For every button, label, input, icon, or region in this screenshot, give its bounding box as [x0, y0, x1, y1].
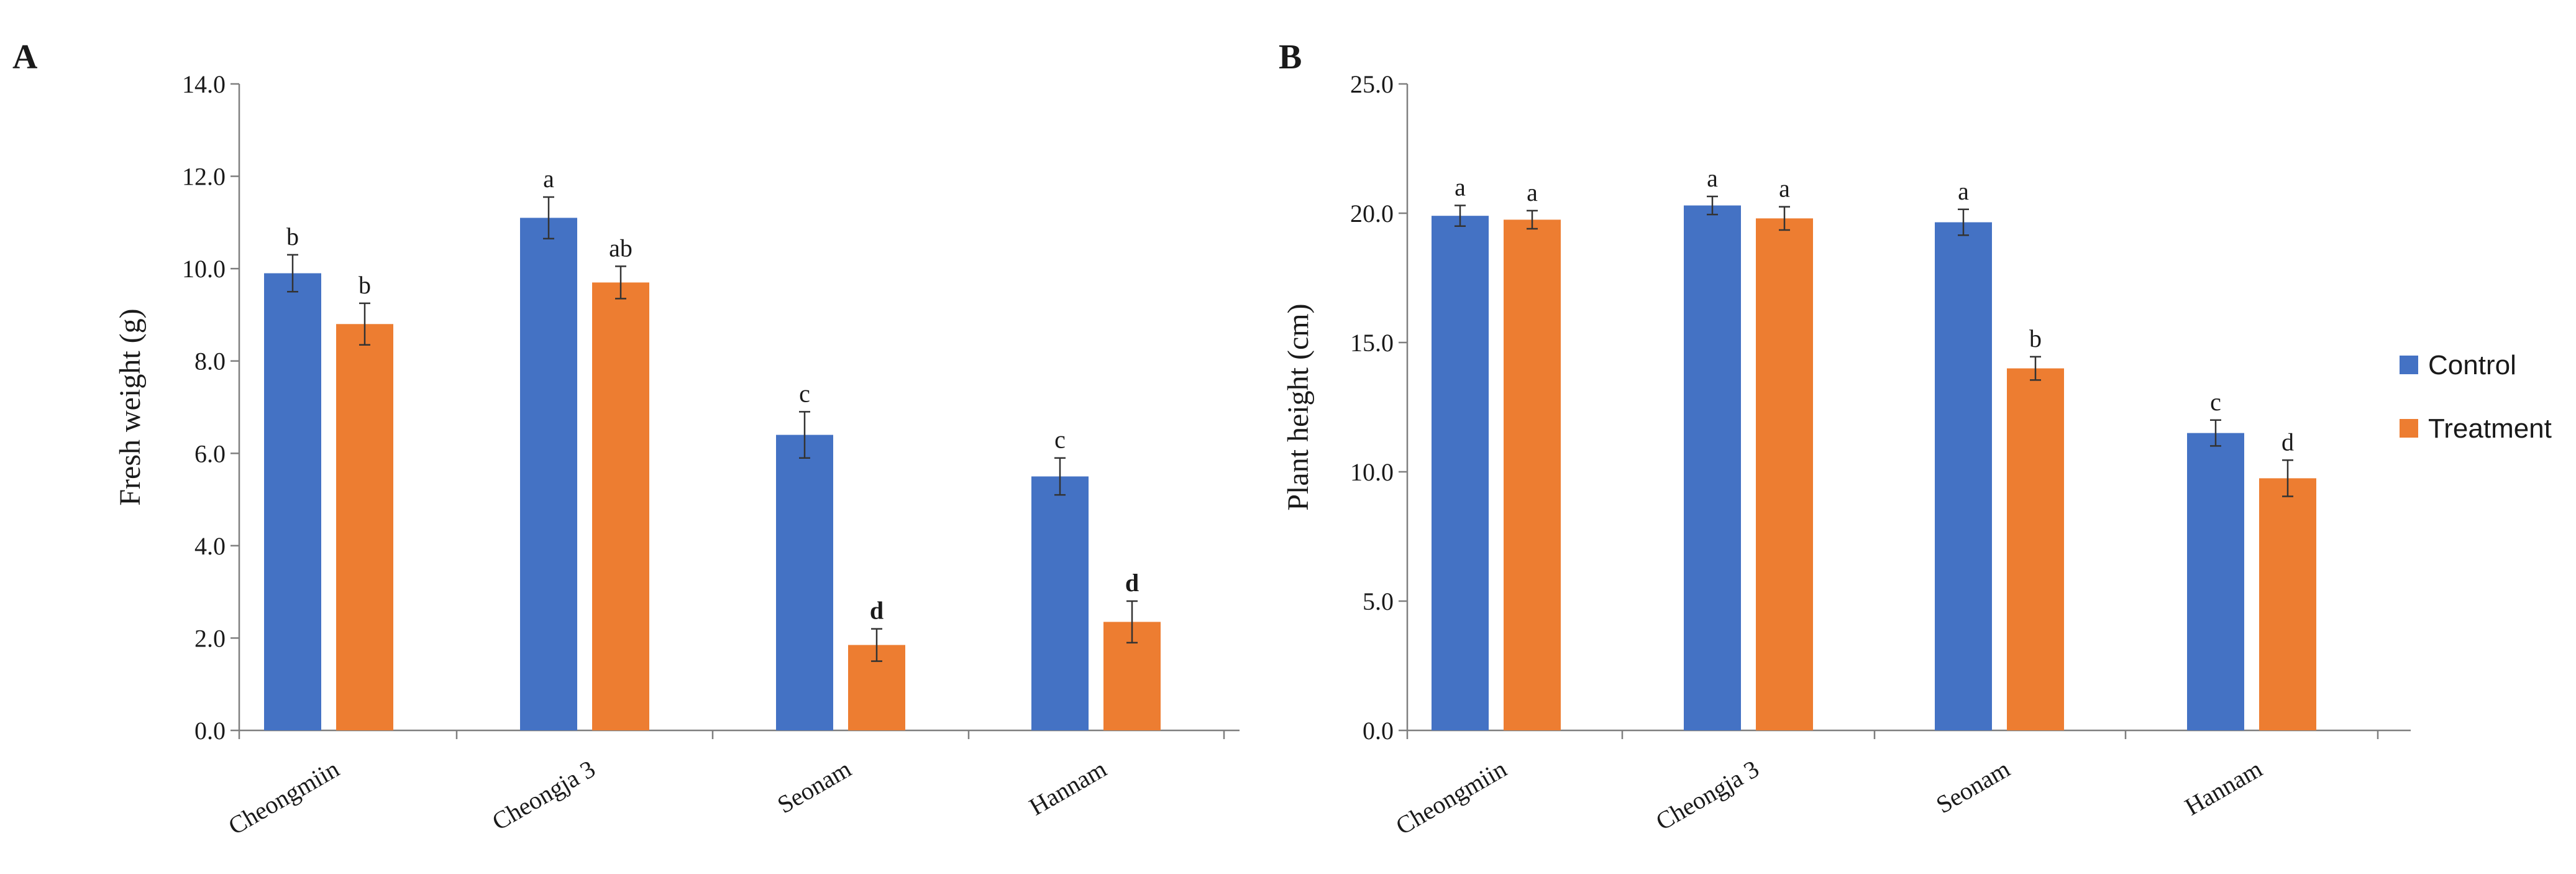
x-category-label: Cheongja 3 — [487, 755, 600, 836]
y-axis-title: Plant height (cm) — [1282, 303, 1315, 510]
x-category-label: Cheongmiin — [224, 755, 344, 840]
bar-treatment — [2259, 478, 2316, 730]
bar-control — [2187, 433, 2244, 730]
significance-label: d — [2281, 428, 2294, 456]
bar-treatment — [592, 282, 649, 730]
significance-label: a — [543, 165, 554, 193]
y-axis-title: Fresh weight (g) — [114, 308, 147, 505]
significance-label: a — [1707, 164, 1718, 192]
y-tick-label: 20.0 — [1350, 200, 1394, 228]
significance-label: b — [2029, 324, 2042, 352]
significance-label: a — [1527, 178, 1538, 206]
significance-label: c — [1054, 426, 1066, 454]
x-category-label: Cheongmiin — [1391, 755, 1512, 840]
y-tick-label: 0.0 — [194, 717, 226, 745]
y-tick-label: 12.0 — [182, 163, 226, 191]
significance-label: a — [1958, 177, 1969, 205]
legend-swatch-treatment — [2400, 419, 2418, 438]
y-tick-label: 14.0 — [182, 70, 226, 98]
panel-b-label: B — [1279, 38, 1302, 76]
bar-control — [776, 435, 833, 730]
panel-a-chart: A 0.0 2.0 4.0 6.0 8.0 10.0 12.0 14.0 Fresh weigh… — [12, 38, 1240, 840]
significance-label: d — [870, 597, 884, 625]
bar-control — [1684, 205, 1741, 730]
significance-label: a — [1455, 173, 1466, 201]
legend: Control Treatment — [2400, 350, 2552, 444]
bar-treatment — [1756, 218, 1813, 730]
y-tick-label: 10.0 — [182, 255, 226, 283]
x-category-label: Seonam — [1931, 755, 2014, 819]
bar-treatment — [2007, 368, 2064, 730]
bar-control — [264, 273, 321, 731]
bar-treatment — [1504, 219, 1561, 730]
significance-label: d — [1125, 569, 1139, 597]
panel-a-label: A — [12, 38, 38, 76]
x-category-label: Seonam — [772, 755, 856, 819]
y-tick-label: 0.0 — [1363, 717, 1394, 745]
y-tick-label: 10.0 — [1350, 458, 1394, 486]
legend-label-control: Control — [2428, 350, 2516, 380]
bar-control — [1031, 476, 1089, 730]
bar-control — [1935, 222, 1992, 730]
bar-control — [1432, 216, 1489, 730]
x-category-label: Hannam — [1025, 755, 1112, 821]
significance-label: ab — [609, 234, 633, 262]
y-tick-label: 6.0 — [194, 439, 226, 467]
significance-label: c — [2210, 388, 2221, 416]
x-category-label: Hannam — [2180, 755, 2267, 821]
legend-label-treatment: Treatment — [2428, 413, 2552, 444]
y-tick-label: 5.0 — [1363, 587, 1394, 615]
y-tick-label: 15.0 — [1350, 329, 1394, 357]
bar-control — [520, 218, 577, 730]
y-tick-label: 2.0 — [194, 624, 226, 652]
panel-b-chart: B 0.0 5.0 10.0 15.0 20.0 25.0 Plant height (cm… — [1279, 38, 2411, 840]
y-tick-label: 4.0 — [194, 532, 226, 560]
significance-label: b — [286, 223, 299, 251]
y-tick-label: 8.0 — [194, 347, 226, 375]
y-tick-label: 25.0 — [1350, 70, 1394, 98]
significance-label: b — [359, 271, 371, 299]
significance-label: a — [1779, 175, 1790, 203]
bar-treatment — [336, 324, 393, 730]
significance-label: c — [799, 379, 810, 407]
x-category-label: Cheongja 3 — [1651, 755, 1763, 836]
legend-swatch-control — [2400, 356, 2418, 374]
